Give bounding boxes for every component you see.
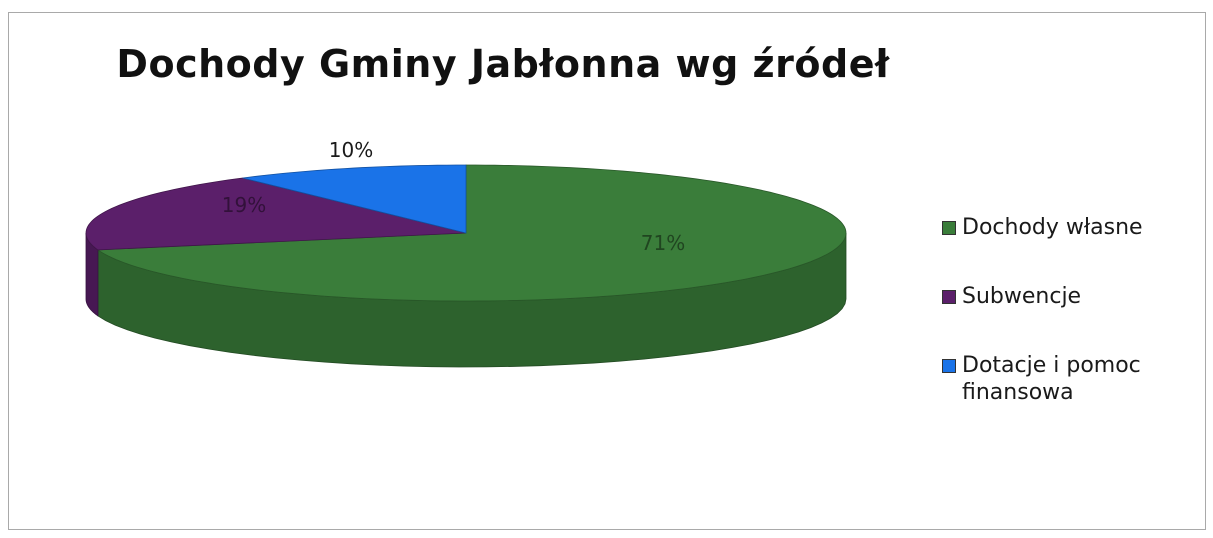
data-label-1: 19% xyxy=(222,193,266,217)
pie-slice-1 xyxy=(85,177,467,251)
legend-label-dotacje: Dotacje i pomoc finansowa xyxy=(962,353,1141,405)
legend-item-subwencje: Subwencje xyxy=(942,283,1202,310)
legend-item-dotacje: Dotacje i pomoc finansowa xyxy=(942,352,1202,406)
legend-item-dochody-wlasne: Dochody własne xyxy=(942,214,1202,241)
data-label-2: 10% xyxy=(329,138,373,162)
pie-slice-0 xyxy=(96,164,847,302)
chart-legend: Dochody własne Subwencje Dotacje i pomoc… xyxy=(942,214,1202,448)
pie-slice-2 xyxy=(242,164,467,234)
legend-swatch-subwencje xyxy=(942,290,956,304)
legend-label-subwencje: Subwencje xyxy=(962,284,1082,309)
data-label-0: 71% xyxy=(641,231,685,255)
chart-title: Dochody Gminy Jabłonna wg źródeł xyxy=(116,42,890,86)
legend-label-dochody-wlasne: Dochody własne xyxy=(962,215,1143,240)
legend-swatch-dochody-wlasne xyxy=(942,221,956,235)
legend-swatch-dotacje xyxy=(942,359,956,373)
